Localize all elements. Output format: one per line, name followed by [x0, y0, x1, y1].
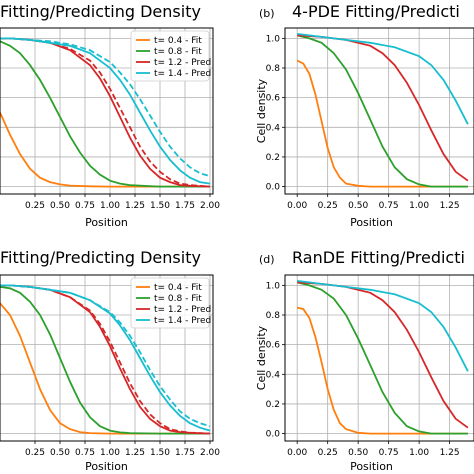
x-tick-label: 1.00	[100, 448, 120, 458]
legend-entry: t= 0.8 - Fit	[154, 294, 202, 304]
x-tick-label: 1.75	[175, 448, 195, 458]
x-tick-label: 2.00	[200, 201, 220, 211]
y-tick-label: 0.0	[266, 183, 281, 193]
series-line-0	[296, 59, 468, 188]
x-axis-label: Position	[350, 216, 393, 229]
legend-box	[130, 30, 210, 82]
series-line-2	[297, 281, 469, 429]
y-axis-label: Cell density	[255, 78, 268, 143]
x-tick-label: 0.50	[50, 448, 70, 458]
y-tick-label: 1.0	[266, 34, 281, 44]
x-tick-label: 0.00	[287, 448, 307, 458]
chart-panel-3: 0.00 0.25 0.50 0.75 1.00 1.25 0.0 0.2 0.4 0.6 0.8 1…	[255, 248, 474, 473]
chart-panel-2: 0.25 0.50 0.75 1.00 1.25 1.50 1.75 2.00 Fitting/…	[0, 248, 220, 473]
x-tick-label: 1.75	[175, 201, 195, 211]
series-line-0	[0, 302, 210, 435]
legend-box	[130, 277, 210, 329]
series-line-1	[296, 281, 468, 435]
y-tick-label: 0.2	[266, 153, 280, 163]
x-tick-label: 1.25	[125, 448, 145, 458]
series-line-3	[0, 284, 211, 432]
x-tick-label: 0.50	[348, 201, 368, 211]
panel-label: (d)	[259, 253, 275, 266]
legend-entry: t= 1.4 - Pred	[154, 69, 211, 79]
x-tick-label: 0.75	[75, 201, 95, 211]
series-line-0	[0, 112, 210, 188]
series-line-1	[0, 40, 210, 188]
x-tick-label: 0.75	[75, 448, 95, 458]
chart-title: 4-PDE Fitting/Predicti	[292, 2, 460, 21]
x-tick-label: 0.50	[348, 448, 368, 458]
legend-entry: t= 0.4 - Fit	[154, 36, 202, 46]
x-tick-label: 1.25	[440, 201, 460, 211]
legend-entry: t= 1.2 - Pred	[154, 305, 211, 315]
axes-frame	[0, 274, 214, 442]
chart-panel-0: 0.25 0.50 0.75 1.00 1.25 1.50 1.75 2.00 Fitting/…	[0, 2, 220, 229]
series-line-2	[297, 34, 469, 182]
y-tick-label: 0.8	[266, 311, 281, 321]
chart-panel-1: 0.00 0.25 0.50 0.75 1.00 1.25 0.0 0.2 0.4 0.6 0.8 1…	[255, 2, 474, 229]
y-tick-label: 0.4	[266, 370, 281, 380]
y-axis-label: Cell density	[255, 325, 268, 390]
series-line-3	[297, 280, 469, 372]
x-tick-label: 0.25	[318, 448, 338, 458]
axes-frame	[284, 27, 474, 195]
x-tick-label: 0.75	[379, 448, 399, 458]
x-tick-label: 0.00	[287, 201, 307, 211]
series-model-line-3	[0, 284, 211, 428]
axes-frame	[0, 27, 214, 195]
x-tick-label: 1.50	[150, 201, 170, 211]
y-tick-label: 0.6	[266, 341, 281, 351]
series-line-3	[297, 33, 469, 125]
x-tick-label: 0.50	[50, 201, 70, 211]
y-tick-label: 0.6	[266, 94, 281, 104]
x-tick-label: 2.00	[200, 448, 220, 458]
y-tick-label: 0.4	[266, 123, 281, 133]
chart-title: Fitting/Predicting Density	[0, 248, 201, 267]
series-model-line-2	[0, 284, 211, 435]
legend-entry: t= 1.2 - Pred	[154, 58, 211, 68]
x-tick-label: 0.25	[318, 201, 338, 211]
series-line-3	[0, 37, 211, 185]
series-line-1	[296, 34, 468, 188]
y-tick-label: 0.2	[266, 400, 280, 410]
legend: t= 0.4 - Fitt= 0.8 - Fitt= 1.2 - Predt= …	[130, 277, 211, 329]
x-tick-label: 1.50	[150, 448, 170, 458]
y-tick-label: 1.0	[266, 281, 281, 291]
x-tick-label: 0.25	[25, 201, 45, 211]
series-line-1	[0, 286, 210, 435]
series-line-0	[296, 306, 468, 435]
x-tick-label: 1.25	[440, 448, 460, 458]
x-tick-label: 1.25	[125, 201, 145, 211]
y-tick-label: 0.8	[266, 64, 281, 74]
x-tick-label: 1.00	[100, 201, 120, 211]
x-tick-label: 0.75	[379, 201, 399, 211]
x-tick-label: 1.00	[409, 448, 429, 458]
x-tick-label: 0.25	[25, 448, 45, 458]
y-tick-label: 0.0	[266, 430, 281, 440]
legend: t= 0.4 - Fitt= 0.8 - Fitt= 1.2 - Predt= …	[130, 30, 211, 82]
x-axis-label: Position	[85, 460, 128, 473]
panel-label: (b)	[259, 7, 275, 20]
chart-title: Fitting/Predicting Density	[0, 2, 201, 21]
chart-title: RanDE Fitting/Predicti	[292, 248, 465, 267]
x-axis-label: Position	[350, 460, 393, 473]
x-tick-label: 1.00	[409, 201, 429, 211]
x-axis-label: Position	[85, 216, 128, 229]
axes-frame	[284, 274, 474, 442]
legend-entry: t= 1.4 - Pred	[154, 316, 211, 326]
legend-entry: t= 0.8 - Fit	[154, 47, 202, 57]
series-model-line-3	[0, 37, 211, 178]
legend-entry: t= 0.4 - Fit	[154, 283, 202, 293]
